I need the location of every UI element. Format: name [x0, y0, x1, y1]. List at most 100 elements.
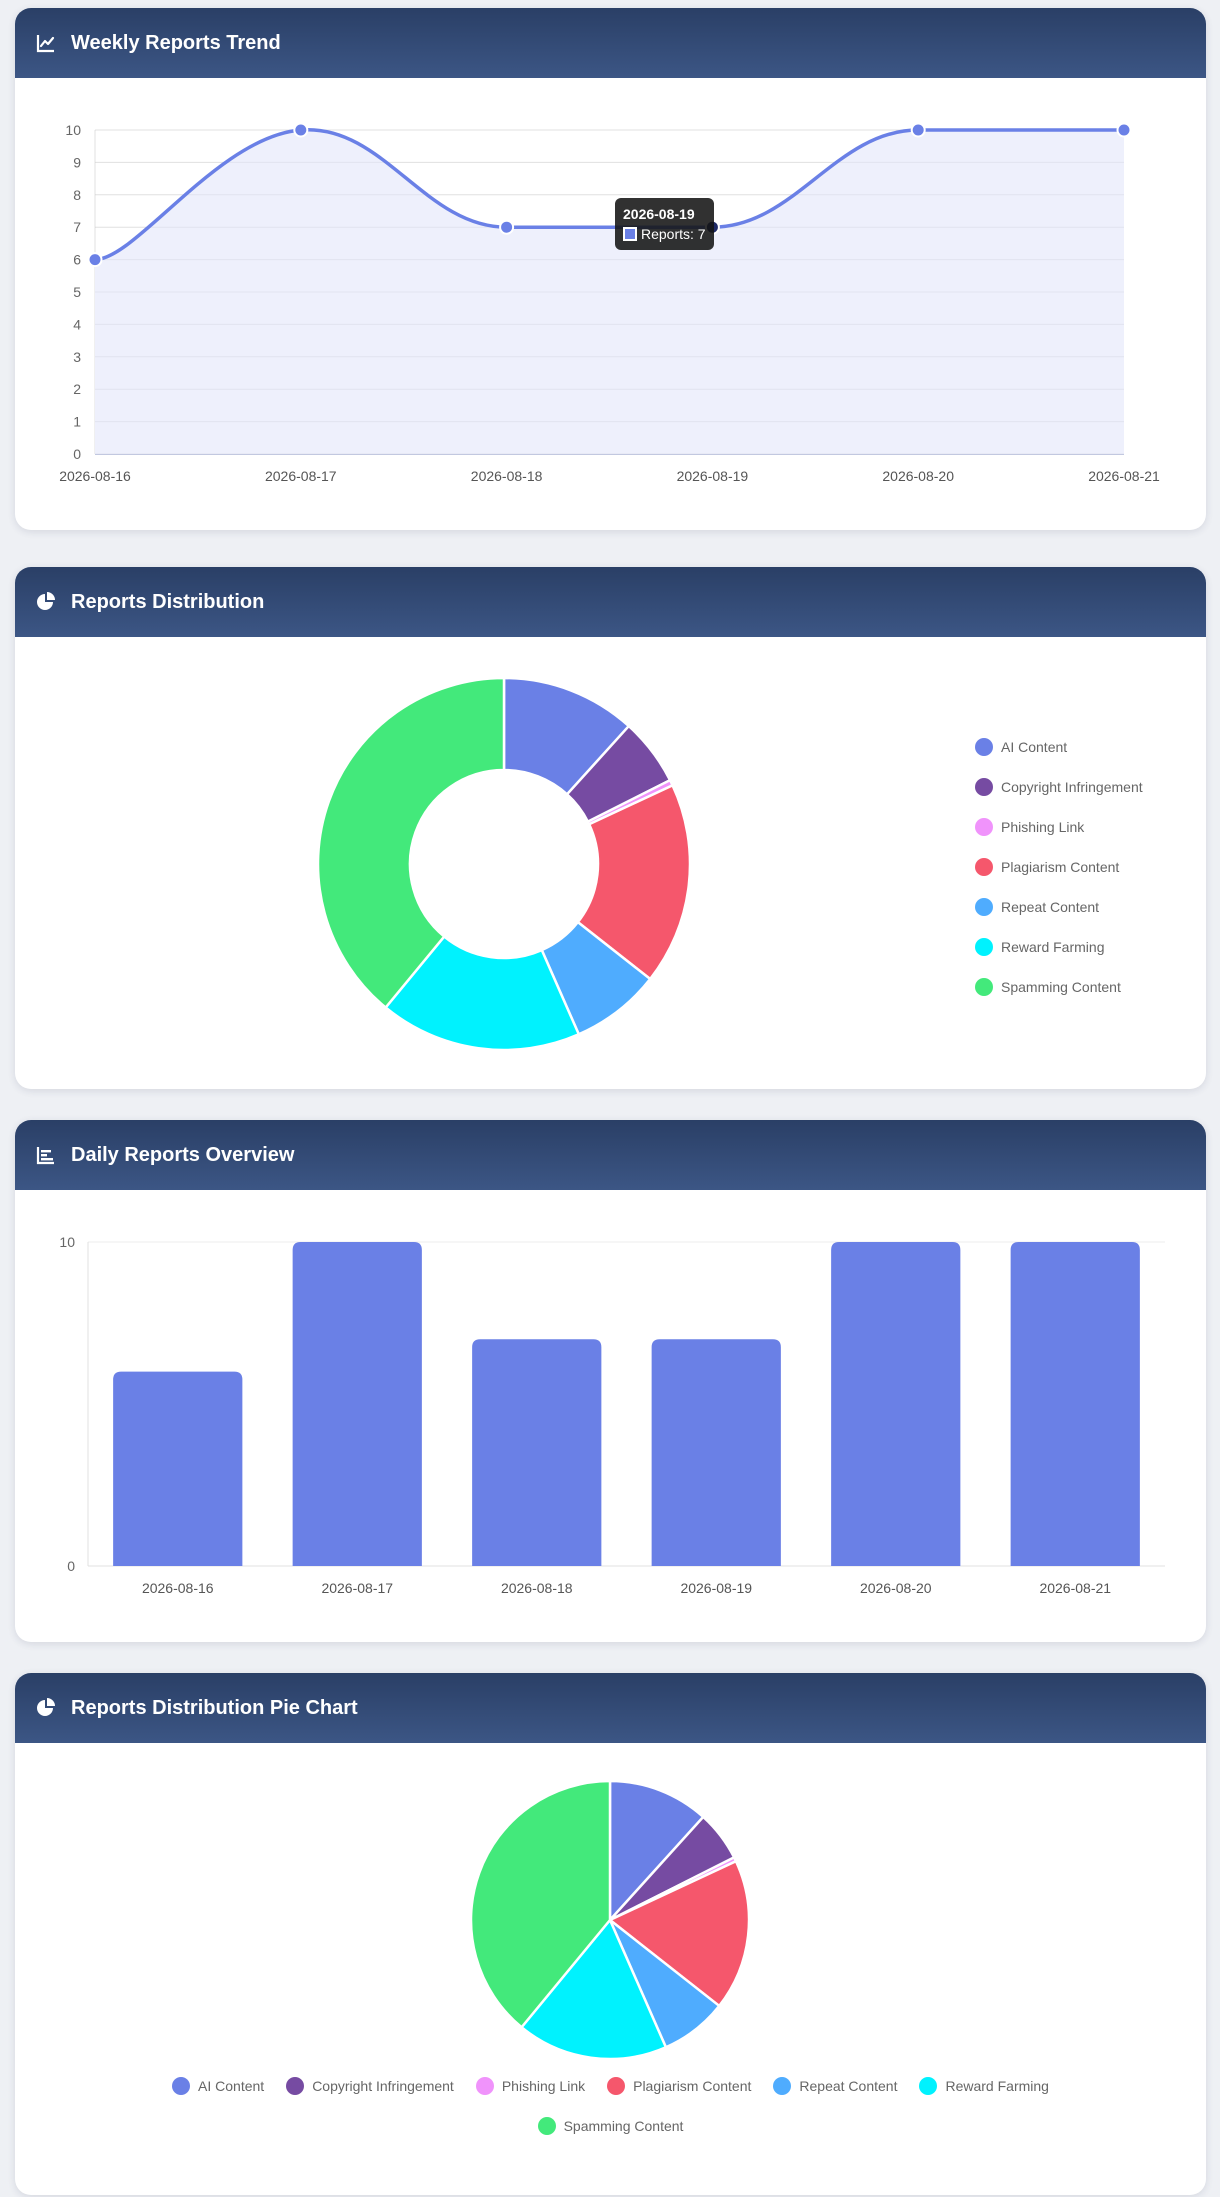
pie-legend: AI Content Copyright Infringement Phishing…: [15, 2066, 1206, 2146]
legend-label: Copyright Infringement: [312, 2078, 454, 2094]
chart-tooltip: 2026-08-19 Reports: 7: [615, 198, 714, 250]
legend-label: Spamming Content: [563, 2118, 684, 2134]
card-title: Weekly Reports Trend: [71, 31, 281, 54]
legend-swatch: [537, 2117, 556, 2135]
pie-chart[interactable]: [15, 1743, 1206, 2195]
tooltip-swatch: [623, 227, 637, 241]
legend-item[interactable]: Repeat Content: [975, 887, 1143, 927]
x-tick-label: 2026-08-19: [677, 468, 749, 484]
legend-swatch: [975, 938, 993, 956]
legend-item[interactable]: Plagiarism Content: [607, 2066, 751, 2106]
legend-item[interactable]: AI Content: [172, 2066, 264, 2106]
legend-swatch: [286, 2077, 305, 2095]
line-chart[interactable]: 0 1 2 3 4 5 6 7 8 9 10 2026-08-16 2026-08-17 2026-08-…: [15, 78, 1206, 530]
legend-label: AI Content: [198, 2078, 265, 2094]
bar: [651, 1339, 781, 1566]
x-tick-label: 2026-08-20: [860, 1580, 932, 1596]
y-tick-label: 7: [73, 219, 81, 235]
y-tick-label: 0: [73, 446, 81, 462]
bar-chart-area: 0 10 2026-08-16 2026-08-17 2026-08-18 2026-08…: [15, 1190, 1206, 1642]
card-header: Weekly Reports Trend: [15, 8, 1206, 78]
distribution-card: Reports Distribution AI Content Copyright…: [15, 567, 1206, 1089]
y-tick-label: 4: [73, 316, 81, 332]
legend-swatch: [975, 778, 993, 796]
y-tick-label: 2: [73, 381, 81, 397]
series-line: [94, 128, 1124, 262]
pie-slice: [607, 1859, 751, 2008]
card-header: Reports Distribution Pie Chart: [15, 1673, 1206, 1743]
legend-item[interactable]: Copyright Infringement: [286, 2066, 454, 2106]
bar: [113, 1371, 243, 1566]
bar: [292, 1242, 422, 1566]
bar: [472, 1339, 602, 1566]
legend-item[interactable]: Repeat Content: [773, 2066, 897, 2106]
legend-item[interactable]: Phishing Link: [975, 807, 1143, 847]
legend-label: Spamming Content: [1001, 979, 1121, 995]
y-tick-label: 6: [73, 252, 81, 268]
weekly-trend-card: Weekly Reports Trend 0 1 2 3 4 5 6 7 8 9 10 2026-08…: [15, 8, 1206, 530]
doughnut-chart[interactable]: [15, 637, 1206, 1089]
legend-label: AI Content: [1001, 739, 1068, 755]
line-chart-icon: [35, 32, 57, 54]
tooltip-row: Reports: 7: [623, 224, 706, 244]
x-tick-label: 2026-08-17: [321, 1580, 393, 1596]
pie-slice: [316, 676, 506, 1010]
legend-item[interactable]: Spamming Content: [537, 2106, 684, 2146]
legend-swatch: [607, 2077, 626, 2095]
legend-swatch: [975, 898, 993, 916]
card-title: Reports Distribution: [71, 590, 265, 613]
pie-chart-icon: [35, 1697, 57, 1719]
x-tick-label: 2026-08-17: [265, 468, 337, 484]
x-tick-label: 2026-08-18: [471, 468, 543, 484]
legend-swatch: [975, 978, 993, 996]
legend-item[interactable]: Plagiarism Content: [975, 847, 1143, 887]
legend-item[interactable]: Copyright Infringement: [975, 767, 1143, 807]
legend-label: Copyright Infringement: [1001, 779, 1143, 795]
x-tick-label: 2026-08-18: [501, 1580, 573, 1596]
legend-label: Reward Farming: [945, 2078, 1049, 2094]
overview-card: Daily Reports Overview 0 10 2026-08-16 2026…: [15, 1120, 1206, 1642]
legend-label: Phishing Link: [1001, 819, 1085, 835]
x-tick-label: 2026-08-16: [59, 468, 131, 484]
line-chart-area: 0 1 2 3 4 5 6 7 8 9 10 2026-08-16 2026-08-17 2026-08-…: [15, 78, 1206, 530]
pie-slice: [383, 934, 581, 1052]
pie-slice: [469, 1779, 612, 2029]
pie-chart-area: AI Content Copyright Infringement Phishing…: [15, 1743, 1206, 2195]
data-point: [1116, 122, 1132, 138]
legend-label: Repeat Content: [799, 2078, 898, 2094]
data-point: [293, 122, 309, 138]
card-title: Reports Distribution Pie Chart: [71, 1696, 358, 1719]
doughnut-chart-area: AI Content Copyright Infringement Phishing…: [15, 637, 1206, 1089]
x-tick-label: 2026-08-20: [882, 468, 954, 484]
legend-item[interactable]: AI Content: [975, 727, 1143, 767]
doughnut-legend: AI Content Copyright Infringement Phishing…: [975, 727, 1143, 1007]
y-tick-label: 8: [73, 187, 81, 203]
legend-swatch: [919, 2077, 938, 2095]
legend-item[interactable]: Reward Farming: [975, 927, 1143, 967]
legend-label: Plagiarism Content: [633, 2078, 752, 2094]
x-tick-label: 2026-08-21: [1039, 1580, 1111, 1596]
area-fill: [95, 129, 1124, 454]
x-tick-label: 2026-08-19: [680, 1580, 752, 1596]
y-tick-label: 0: [67, 1558, 75, 1574]
bar: [1010, 1242, 1140, 1566]
bar-chart[interactable]: 0 10 2026-08-16 2026-08-17 2026-08-18 2026-08…: [15, 1190, 1206, 1642]
legend-item[interactable]: Spamming Content: [975, 967, 1143, 1007]
y-tick-label: 10: [59, 1234, 75, 1250]
y-tick-label: 5: [73, 284, 81, 300]
legend-swatch: [975, 818, 993, 836]
pie-slice: [519, 1917, 668, 2061]
data-point: [499, 219, 515, 235]
legend-swatch: [172, 2077, 191, 2095]
pie-slice: [608, 1779, 706, 1924]
bar: [831, 1242, 961, 1566]
data-point: [87, 252, 103, 268]
legend-swatch: [475, 2077, 494, 2095]
card-header: Daily Reports Overview: [15, 1120, 1206, 1190]
x-tick-label: 2026-08-21: [1088, 468, 1160, 484]
legend-item[interactable]: Phishing Link: [475, 2066, 585, 2106]
legend-swatch: [975, 858, 993, 876]
legend-item[interactable]: Reward Farming: [919, 2066, 1049, 2106]
y-tick-label: 9: [73, 154, 81, 170]
bar-chart-icon: [35, 1144, 57, 1166]
